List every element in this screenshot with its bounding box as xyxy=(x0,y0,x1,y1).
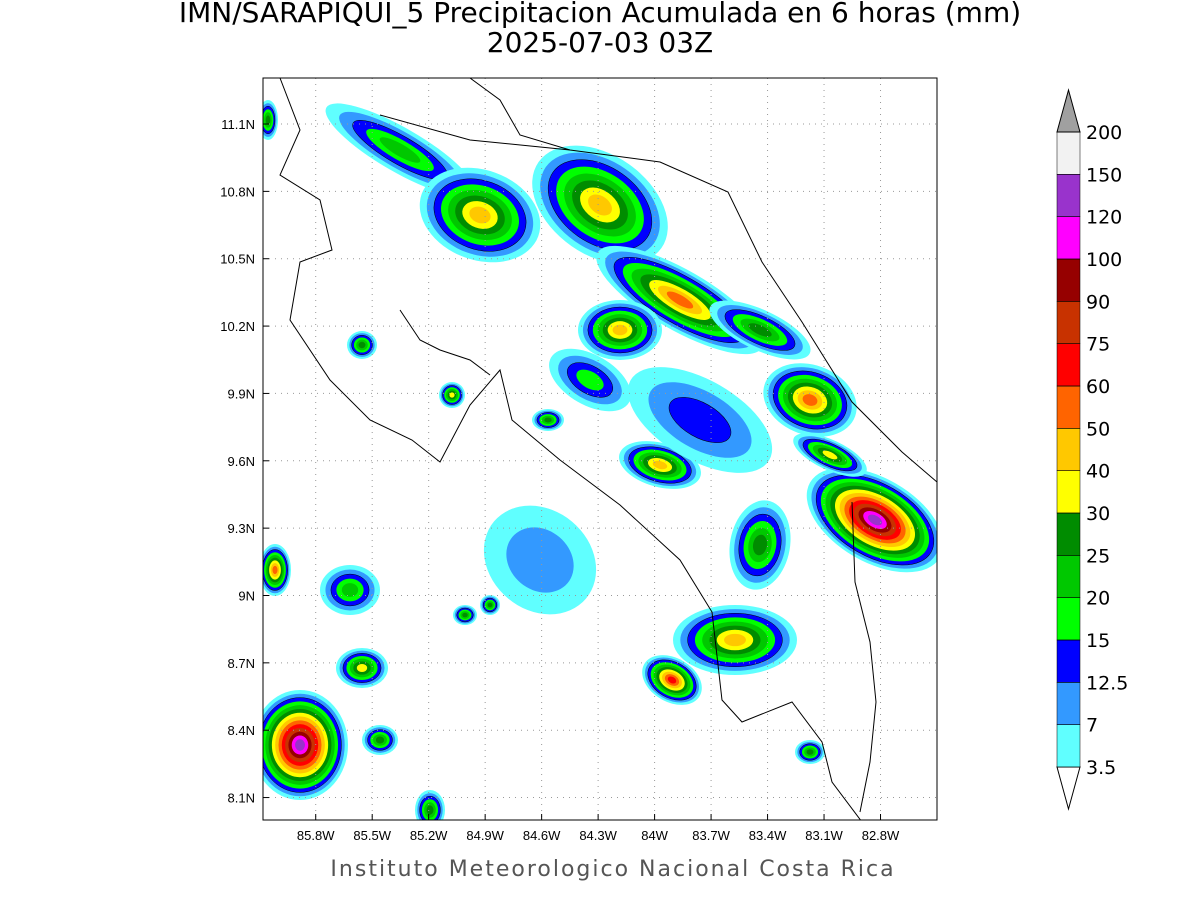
precip-cell xyxy=(341,583,359,597)
x-tick-label: 84.3W xyxy=(579,828,617,843)
precip-cell xyxy=(358,341,366,349)
x-tick-label: 82.8W xyxy=(862,828,900,843)
precip-cell xyxy=(375,736,385,744)
colorbar-label: 90 xyxy=(1086,291,1110,313)
colorbar-label: 3.5 xyxy=(1086,757,1116,779)
precip-cell xyxy=(462,612,468,618)
panama-border xyxy=(851,501,877,813)
nicoya-gulf xyxy=(399,309,491,376)
colorbar-label: 120 xyxy=(1086,207,1122,229)
x-tick-label: 83.4W xyxy=(749,828,787,843)
precip-cell xyxy=(576,369,604,391)
colorbar-label: 150 xyxy=(1086,164,1122,186)
y-tick-label: 9.6N xyxy=(228,454,255,469)
y-tick-label: 9.3N xyxy=(228,521,255,536)
y-tick-label: 8.1N xyxy=(228,791,255,806)
precip-cell xyxy=(822,450,838,460)
precip-cell xyxy=(612,324,628,336)
colorbar-label: 20 xyxy=(1086,588,1110,610)
x-tick-label: 85.5W xyxy=(353,828,391,843)
x-tick-label: 84.9W xyxy=(466,828,504,843)
y-tick-label: 8.4N xyxy=(228,723,255,738)
colorbar-label: 200 xyxy=(1086,122,1122,144)
precip-cell xyxy=(356,664,368,672)
colorbar-segment xyxy=(1056,174,1081,217)
y-tick-label: 9N xyxy=(238,588,255,603)
precip-cell xyxy=(506,527,574,593)
x-tick-label: 84W xyxy=(641,828,668,843)
precip-cell xyxy=(752,534,768,556)
y-tick-label: 10.8N xyxy=(220,184,255,199)
colorbar-label: 100 xyxy=(1086,249,1122,271)
precip-cell xyxy=(544,417,552,423)
colorbar-label: 75 xyxy=(1086,334,1110,356)
x-tick-label: 85.2W xyxy=(410,828,448,843)
colorbar-label: 30 xyxy=(1086,503,1110,525)
colorbar-segment xyxy=(1056,724,1081,768)
colorbar-segment xyxy=(1056,639,1081,683)
pacific-coast xyxy=(279,78,862,820)
colorbar-segment xyxy=(1056,428,1081,471)
colorbar-under xyxy=(1056,766,1081,811)
colorbar-segment xyxy=(1056,258,1081,302)
credit: Instituto Meteorologico Nacional Costa R… xyxy=(330,857,895,882)
y-tick-label: 11.1N xyxy=(221,117,255,132)
caribbean-coast xyxy=(469,78,937,483)
colorbar-segment xyxy=(1056,385,1081,429)
colorbar-label: 15 xyxy=(1086,630,1110,652)
colorbar-segment xyxy=(1056,343,1081,387)
colorbar-segment xyxy=(1056,216,1081,260)
colorbar-segment xyxy=(1056,131,1081,175)
precip-cell xyxy=(272,565,278,575)
precip-cell xyxy=(449,392,455,398)
colorbar-over xyxy=(1056,88,1081,133)
nicaragua-border xyxy=(379,114,571,151)
colorbar-label: 7 xyxy=(1086,715,1098,737)
precip-cell xyxy=(748,323,772,337)
colorbar-segment xyxy=(1056,682,1081,725)
colorbar-label: 25 xyxy=(1086,545,1110,567)
colorbar-segment xyxy=(1056,597,1081,641)
precip-cell xyxy=(265,115,271,125)
y-tick-label: 10.2N xyxy=(220,319,255,334)
colorbar-segment xyxy=(1056,301,1081,344)
map-frame xyxy=(262,77,938,821)
coastlines xyxy=(279,78,937,820)
precip-cell xyxy=(652,460,668,470)
precip-cell xyxy=(667,676,677,684)
precip-cell xyxy=(668,397,732,443)
precip-cell xyxy=(379,137,421,163)
colorbar-label: 60 xyxy=(1086,376,1110,398)
colorbar-label: 12.5 xyxy=(1086,672,1128,694)
colorbar-label: 50 xyxy=(1086,418,1110,440)
colorbar-label: 40 xyxy=(1086,461,1110,483)
precip-cell xyxy=(666,291,694,309)
colorbar-segment xyxy=(1056,512,1081,556)
precip-cell xyxy=(487,602,493,608)
x-tick-label: 85.8W xyxy=(297,828,335,843)
colorbar-segment xyxy=(1056,555,1081,598)
colorbar-segment xyxy=(1056,470,1081,514)
y-tick-label: 10.5N xyxy=(220,252,255,267)
precip-cell xyxy=(724,633,746,647)
grid: 85.8W 85.5W 85.2W 84.9W 84.6W 84.3W 84W 83.7W 83… xyxy=(220,78,937,843)
map-subtitle: 2025-07-03 03Z xyxy=(487,26,713,59)
x-tick-label: 83.1W xyxy=(805,828,843,843)
map-title: IMN/SARAPIQUI_5 Precipitacion Acumulada … xyxy=(179,0,1021,29)
precip-cell xyxy=(588,194,612,216)
colorbar: 3.5 7 12.5 15 20 25 30 40 50 60 75 90 100 120 150 200 xyxy=(1056,88,1128,811)
y-tick-label: 8.7N xyxy=(228,656,255,671)
precip-cell xyxy=(295,739,305,751)
precip-field xyxy=(263,100,937,820)
precip-cell xyxy=(802,394,818,406)
y-tick-label: 9.9N xyxy=(228,386,255,401)
x-tick-label: 83.7W xyxy=(692,828,730,843)
precip-cell xyxy=(426,805,434,815)
precip-cell xyxy=(867,514,883,526)
x-tick-label: 84.6W xyxy=(523,828,561,843)
precip-cell xyxy=(806,749,814,755)
